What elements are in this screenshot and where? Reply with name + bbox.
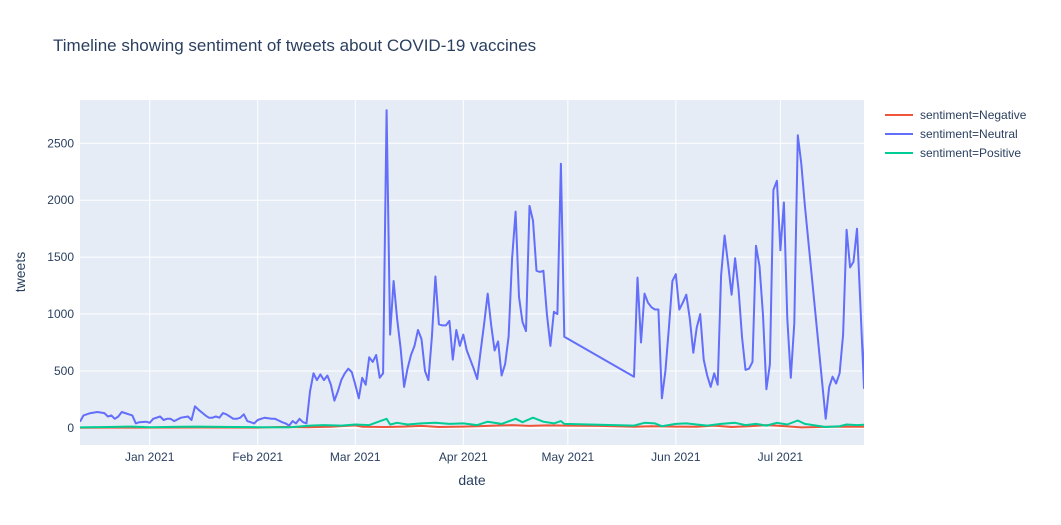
x-tick-label: Jan 2021 [125,450,175,464]
y-tick-label: 500 [54,364,74,378]
x-tick-label: Feb 2021 [232,450,283,464]
x-axis-ticks: Jan 2021 Feb 2021 Mar 2021 Apr 2021 May 2021… [125,450,803,464]
x-axis-title: date [458,472,485,488]
x-tick-label: Mar 2021 [330,450,381,464]
chart-title: Timeline showing sentiment of tweets abo… [53,36,536,55]
y-tick-label: 1000 [47,307,74,321]
y-tick-label: 1500 [47,250,74,264]
legend-label: sentiment=Neutral [920,127,1018,141]
legend-label: sentiment=Positive [920,146,1021,160]
plot-area [80,100,864,445]
legend-item-neutral[interactable]: sentiment=Neutral [885,127,1018,141]
series-layer [80,109,885,429]
x-tick-label: Jul 2021 [758,450,804,464]
x-tick-label: May 2021 [541,450,594,464]
y-axis-ticks: 0 500 1000 1500 2000 2500 [47,136,74,435]
x-tick-label: Jun 2021 [651,450,701,464]
y-tick-label: 2000 [47,193,74,207]
y-tick-label: 0 [67,421,74,435]
legend-item-positive[interactable]: sentiment=Positive [885,146,1021,160]
series-line-neutral[interactable] [80,109,885,427]
legend-item-negative[interactable]: sentiment=Negative [885,108,1027,122]
y-tick-label: 2500 [47,136,74,150]
legend-label: sentiment=Negative [920,108,1027,122]
legend[interactable]: sentiment=Negative sentiment=Neutral senti… [885,108,1027,160]
series-line-positive[interactable] [80,416,885,429]
y-axis-title: tweets [12,252,28,292]
x-tick-label: Apr 2021 [439,450,488,464]
